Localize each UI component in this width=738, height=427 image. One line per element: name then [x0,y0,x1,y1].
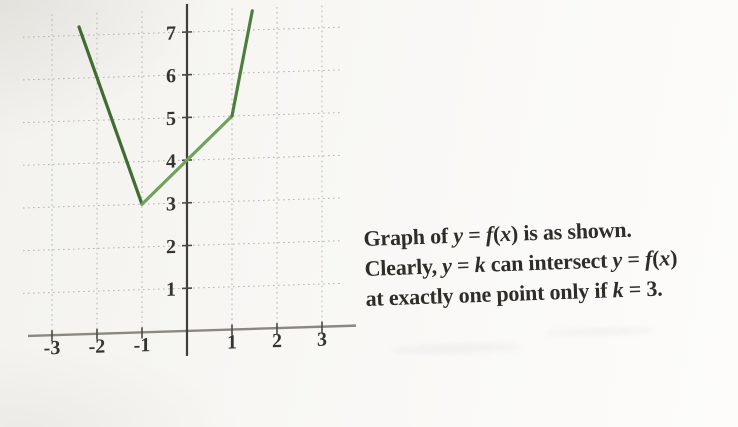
y-tick-label: 6 [166,65,176,87]
graph-area: 1 2 3 4 5 6 7 -3 -2 -1 1 2 3 [15,0,377,407]
caption-segment: k [474,251,486,278]
gridline-horizontal [23,69,341,81]
x-tick-label: -1 [134,334,151,357]
caption-segment: Graph of [363,222,454,251]
caption-segment: = 3. [623,275,663,302]
x-axis [28,324,356,338]
scan-smudge [389,341,521,356]
caption-segment: can intersect [485,247,613,277]
x-tick-label: 3 [317,329,327,351]
solution-caption: Graph of y = f(x) is as shown. Clearly, y… [363,211,738,314]
caption-segment: Clearly, [364,253,443,281]
caption-segment: at exactly one point only if [365,277,614,311]
y-tick-label: 7 [166,22,176,44]
x-tick-label: 1 [227,331,237,353]
x-tick-label: 2 [272,330,282,352]
gridline-horizontal [23,197,341,209]
caption-segment: = [621,246,646,272]
x-tick-label: -2 [89,336,106,359]
caption-segment: x [658,245,671,271]
caption-segment: ) is as shown. [510,216,632,246]
caption-segment: = [451,252,476,278]
scan-smudge [544,326,656,337]
x-tick-label: -3 [44,337,61,360]
y-tick-label: 5 [166,108,176,130]
caption-segment: = [462,221,487,248]
function-graph-svg: 1 2 3 4 5 6 7 -3 -2 -1 1 2 3 [23,3,356,360]
curve-segment [230,9,254,118]
curve-segment [77,25,144,206]
caption-segment: ) [669,245,678,271]
y-tick-label: 2 [166,236,176,258]
curve-segment [140,114,234,206]
y-tick-label: 4 [166,150,176,172]
y-tick-label: 3 [166,193,176,215]
gridline-horizontal [23,154,341,166]
gridline-horizontal [23,282,341,294]
gridline-horizontal [23,112,341,124]
gridline-horizontal [23,26,341,38]
y-tick-label: 1 [166,279,176,301]
gridline-horizontal [23,240,341,252]
